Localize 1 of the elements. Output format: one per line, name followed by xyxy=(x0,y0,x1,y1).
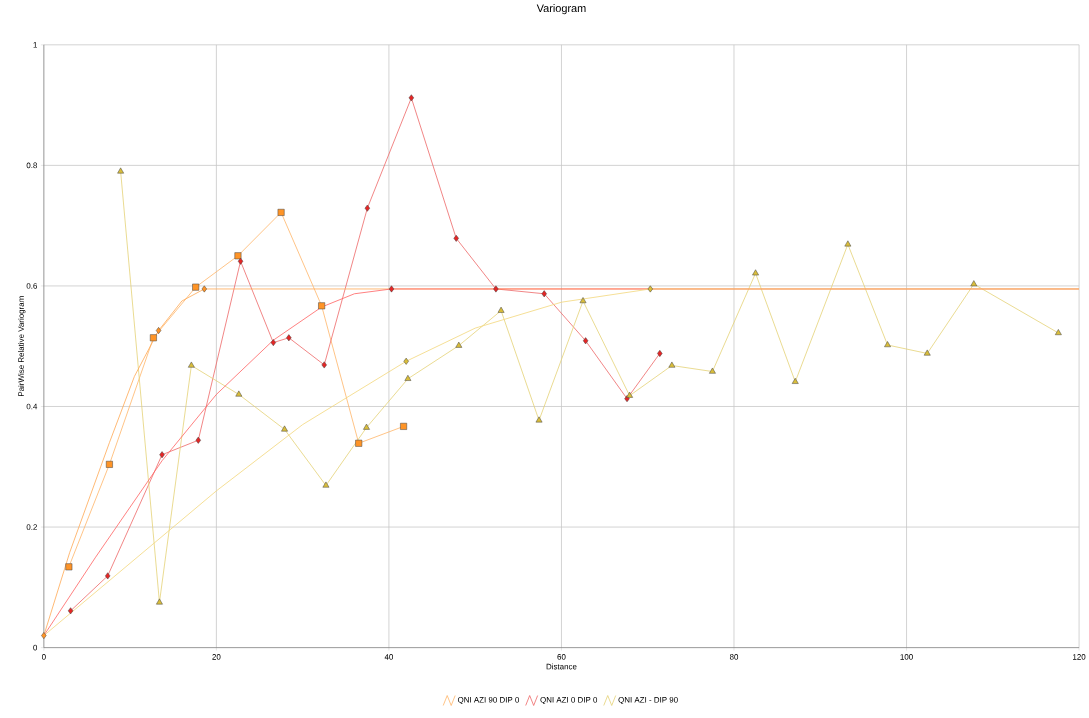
chart-title: Variogram xyxy=(536,3,586,15)
